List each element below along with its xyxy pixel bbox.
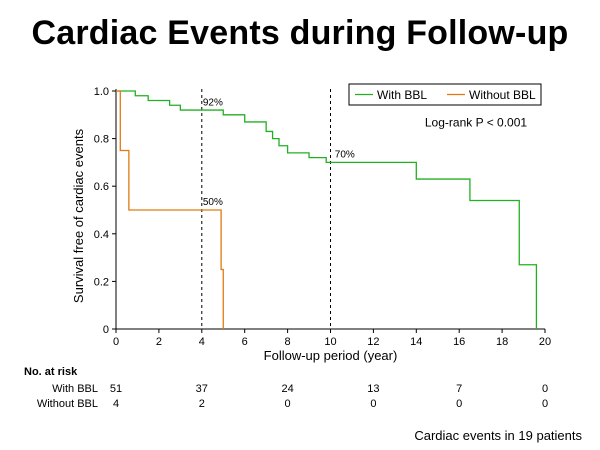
risk-value: 0 [541, 383, 549, 395]
x-tick-label: 10 [324, 336, 336, 348]
annotations: 92% 50% 70% Log-rank P < 0.001 [203, 97, 528, 208]
x-tick-label: 8 [285, 336, 291, 348]
annotation: 70% [335, 150, 355, 161]
x-tick-label: 12 [367, 336, 379, 348]
legend-label-1: Without BBL [469, 88, 536, 102]
survival-curves [116, 90, 538, 329]
x-tick-label: 0 [113, 336, 119, 348]
annotation: Log-rank P < 0.001 [425, 116, 528, 130]
y-axis-title: Survival free of cardiac events [71, 128, 86, 303]
x-tick-label: 18 [496, 336, 508, 348]
risk-value: 51 [109, 383, 123, 395]
annotation: 50% [203, 197, 223, 208]
reference-lines [201, 89, 331, 329]
risk-value: 0 [284, 398, 291, 410]
x-tick-label: 4 [199, 336, 205, 348]
series-line-0 [116, 90, 538, 329]
y-tick-label: 0.6 [94, 181, 109, 193]
risk-table-header: No. at risk [24, 366, 78, 378]
x-tick-label: 2 [156, 336, 162, 348]
risk-value: 13 [367, 383, 380, 395]
y-tick-label: 0.8 [94, 134, 109, 146]
risk-value: 0 [456, 398, 463, 410]
x-axis-title: Follow-up period (year) [264, 348, 398, 363]
annotation: 92% [203, 97, 223, 108]
axes: 0 2 4 6 8 10 12 14 16 18 20 0 0.2 0.4 0.6 0.8 1.0 Follow-… [71, 86, 551, 363]
risk-value: 37 [195, 383, 208, 395]
x-tick-label: 14 [410, 336, 422, 348]
x-tick-label: 20 [539, 336, 551, 348]
risk-row-label: With BBL [52, 383, 98, 395]
legend-label-0: With BBL [377, 88, 427, 102]
chart-title: Cardiac Events during Follow-up [31, 14, 569, 52]
y-tick-label: 1.0 [94, 86, 109, 98]
risk-value: 0 [370, 398, 377, 410]
legend-box [348, 83, 542, 106]
y-tick-label: 0.4 [94, 229, 109, 241]
y-tick-label: 0 [103, 324, 109, 336]
y-tick-label: 0.2 [94, 276, 109, 288]
km-chart: 0 2 4 6 8 10 12 14 16 18 20 0 0.2 0.4 0.6 0.8 1.0 Follow-… [71, 83, 551, 363]
legend: With BBL Without BBL [348, 83, 542, 106]
x-tick-label: 16 [453, 336, 465, 348]
risk-row-label: Without BBL [36, 398, 98, 410]
risk-value: 4 [112, 398, 120, 410]
risk-value: 0 [541, 398, 549, 410]
risk-value: 24 [281, 383, 294, 395]
footnote: Cardiac events in 19 patients [414, 428, 582, 443]
x-tick-label: 6 [242, 336, 248, 348]
risk-value: 7 [456, 383, 463, 395]
risk-value: 2 [198, 398, 205, 410]
series-line-1 [116, 90, 224, 329]
